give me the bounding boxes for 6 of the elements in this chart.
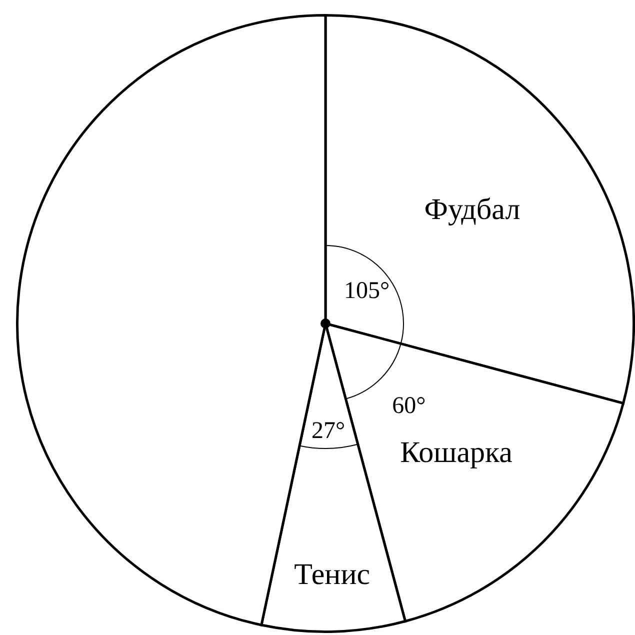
slice-label: Тенис bbox=[294, 558, 370, 592]
data-label: 105° bbox=[344, 278, 390, 304]
slice-label: Фудбал bbox=[424, 192, 520, 226]
slice-label: Кошарка bbox=[400, 436, 512, 470]
data-label: 60° bbox=[392, 393, 426, 420]
data-label: 27° bbox=[312, 418, 346, 444]
